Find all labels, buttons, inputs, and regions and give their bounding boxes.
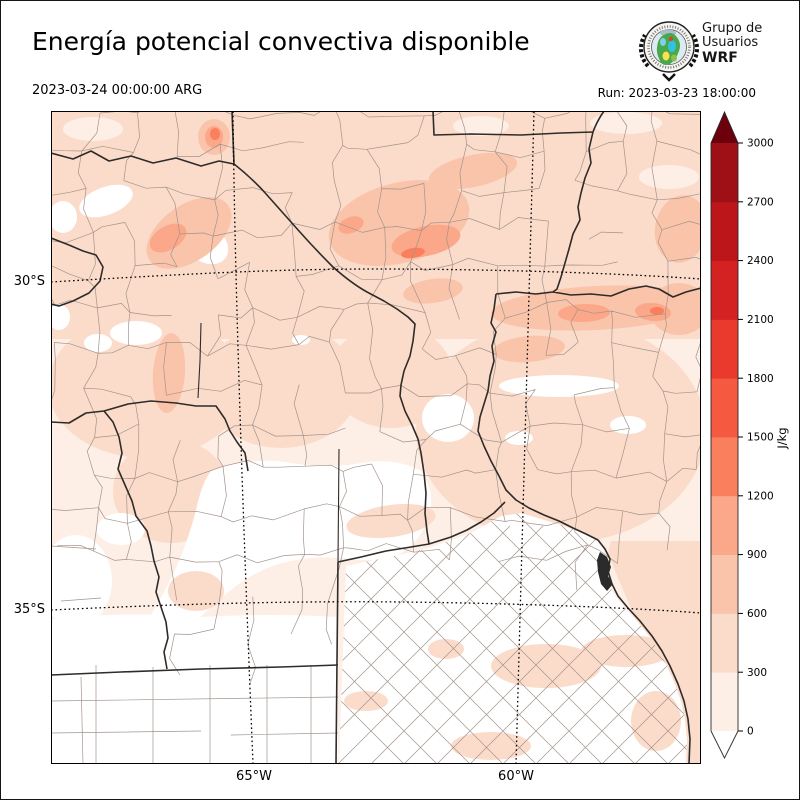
map-plot [51,111,701,764]
svg-text:3000: 3000 [747,138,774,150]
cape-field [51,111,701,764]
colorbar: 0 300 600 900 1200 1500 1800 2100 2400 2700 3000 [710,110,774,760]
svg-text:0: 0 [747,726,754,738]
lon-label-65w: 65°W [236,769,272,784]
logo-text-line2: Usuarios [702,35,759,50]
logo-text-line1: Grupo de [702,21,763,36]
map-frame [51,111,701,764]
svg-text:1200: 1200 [747,490,774,502]
province-boundaries [51,111,701,764]
svg-text:2400: 2400 [747,255,774,267]
lat-label-35s: 35°S [13,602,45,617]
svg-text:900: 900 [747,549,767,561]
la-pampa-grid [51,665,338,764]
amba-urban-area [597,552,613,591]
wrf-logo-emblem-icon [638,21,700,82]
svg-text:2100: 2100 [747,314,774,326]
svg-text:300: 300 [747,667,767,679]
buenos-aires-partidos-grid [339,513,687,764]
svg-text:1800: 1800 [747,373,774,385]
svg-text:600: 600 [747,608,767,620]
svg-text:1500: 1500 [747,432,774,444]
svg-text:2700: 2700 [747,196,774,208]
logo-text-wrf: WRF [702,50,738,66]
valid-time-label: 2023-03-24 00:00:00 ARG [32,83,203,98]
lon-label-60w: 60°W [498,769,534,784]
lat-label-30s: 30°S [13,274,45,289]
page-title: Energía potencial convectiva disponible [32,27,530,56]
run-time-label: Run: 2023-03-23 18:00:00 [597,86,756,100]
wrf-users-group-logo: Grupo de Usuarios WRF [638,13,798,85]
colorbar-unit-label: J/kg [775,427,789,449]
department-boundaries [51,111,701,685]
